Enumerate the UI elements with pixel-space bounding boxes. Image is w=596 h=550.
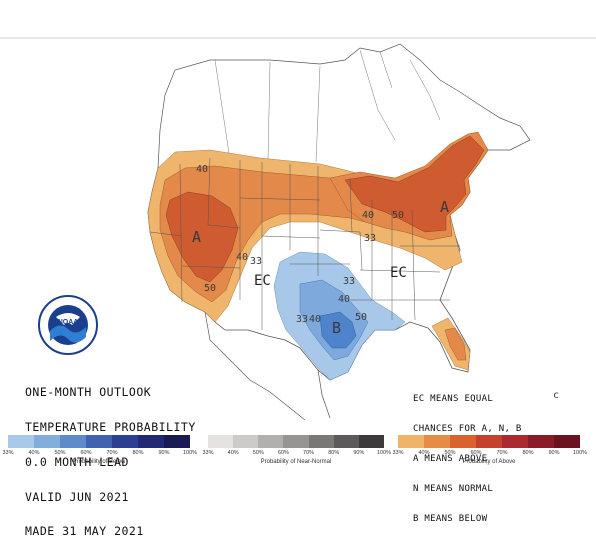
above-swatch <box>502 435 528 448</box>
normal-swatch <box>208 435 234 448</box>
above-swatch <box>528 435 554 448</box>
normal-tick-label: 40% <box>227 450 239 456</box>
contour-label: 50 <box>355 312 367 323</box>
below-tick-label: 60% <box>80 450 92 456</box>
normal-tick-label: 60% <box>277 450 289 456</box>
normal-tick-label: 100% <box>376 450 392 456</box>
region-letter-above-west: A <box>192 228 201 246</box>
normal-swatch <box>333 435 359 448</box>
below-swatch <box>164 435 190 448</box>
below-swatch <box>8 435 34 448</box>
below-ticks: 33% 40% 50% 60% 70% 80% 90% 100% <box>2 450 197 458</box>
above-tick-label: 60% <box>470 450 482 456</box>
below-caption: Probability of Below <box>72 459 126 465</box>
contour-label: 33 <box>343 276 355 287</box>
normal-tick-label: 90% <box>353 450 365 456</box>
below-tick-label: 33% <box>2 450 14 456</box>
canada-outline <box>157 43 531 169</box>
ec-label-central: EC <box>254 273 271 289</box>
above-swatch <box>554 435 580 448</box>
title-line: 0.0 MONTH LEAD <box>25 454 129 469</box>
normal-swatch <box>233 435 259 448</box>
above-swatch <box>424 435 450 448</box>
noaa-logo: NOAA <box>38 295 98 355</box>
normal-tick-label: 33% <box>202 450 214 456</box>
above-caption: Probability of Above <box>462 459 516 465</box>
normal-swatch <box>283 435 309 448</box>
above-swatch <box>398 435 424 448</box>
below-tick-label: 80% <box>132 450 144 456</box>
contour-label: 40 <box>236 252 248 263</box>
above-ticks: 33% 40% 50% 60% 70% 80% 90% 100% <box>392 450 587 458</box>
above-50-east <box>344 135 485 233</box>
contour-label: 50 <box>204 283 216 294</box>
normal-swatch <box>308 435 334 448</box>
below-swatch <box>60 435 86 448</box>
above-swatch <box>476 435 502 448</box>
legend-line: N MEANS NORMAL <box>413 484 494 494</box>
legend-line: EC MEANS EQUAL <box>413 394 494 404</box>
contour-label: 40 <box>362 210 374 221</box>
above-tick-label: 33% <box>392 450 404 456</box>
below-swatch <box>34 435 60 448</box>
below-tick-label: 50% <box>54 450 66 456</box>
below-color-bar <box>8 435 190 448</box>
below-tick-label: 100% <box>182 450 198 456</box>
contour-label: 33 <box>364 233 376 244</box>
normal-swatch <box>258 435 284 448</box>
below-swatch <box>112 435 138 448</box>
corner-mark: c <box>553 390 559 401</box>
below-tick-label: 90% <box>158 450 170 456</box>
contour-label: 50 <box>392 210 404 221</box>
mexico-outline <box>204 311 331 421</box>
state-lines <box>149 157 460 330</box>
canada-inner-lines <box>214 49 441 163</box>
normal-color-bar <box>208 435 384 448</box>
contour-label: 33 <box>296 314 308 325</box>
normal-caption: Probability of Near-Normal <box>260 459 332 465</box>
below-tick-label: 40% <box>28 450 40 456</box>
title-line: MADE 31 MAY 2021 <box>25 524 144 539</box>
title-line: TEMPERATURE PROBABILITY <box>25 419 196 434</box>
contour-label: 40 <box>196 164 208 175</box>
outlook-map: 40 50 40 33 40 50 33 33 40 50 33 40 A A … <box>0 37 596 421</box>
above-40-florida <box>444 327 467 361</box>
below-swatch <box>86 435 112 448</box>
above-tick-label: 40% <box>418 450 430 456</box>
title-line: VALID JUN 2021 <box>25 489 129 504</box>
above-color-bar <box>398 435 580 448</box>
above-tick-label: 100% <box>572 450 588 456</box>
above-50-west <box>165 191 239 283</box>
above-tick-label: 90% <box>548 450 560 456</box>
contour-label: 40 <box>309 314 321 325</box>
contour-label: 40 <box>338 294 350 305</box>
normal-tick-label: 80% <box>328 450 340 456</box>
contour-label: 33 <box>250 256 262 267</box>
normal-ticks: 33% 40% 50% 60% 70% 80% 90% 100% <box>202 450 391 458</box>
below-tick-label: 70% <box>106 450 118 456</box>
title-line: ONE-MONTH OUTLOOK <box>25 385 152 400</box>
above-tick-label: 80% <box>522 450 534 456</box>
legend-line: CHANCES FOR A, N, B <box>413 424 522 434</box>
legend-line: B MEANS BELOW <box>413 514 488 524</box>
normal-tick-label: 70% <box>303 450 315 456</box>
legend-line: A MEANS ABOVE <box>413 454 488 464</box>
ec-label-east: EC <box>390 265 407 281</box>
above-tick-label: 70% <box>496 450 508 456</box>
below-swatch <box>138 435 164 448</box>
above-swatch <box>450 435 476 448</box>
below-50-region <box>319 311 357 349</box>
region-letter-above-east: A <box>440 198 449 216</box>
normal-tick-label: 50% <box>252 450 264 456</box>
above-tick-label: 50% <box>444 450 456 456</box>
normal-swatch <box>358 435 384 448</box>
region-letter-below: B <box>332 319 341 337</box>
noaa-logo-text: NOAA <box>58 319 79 326</box>
